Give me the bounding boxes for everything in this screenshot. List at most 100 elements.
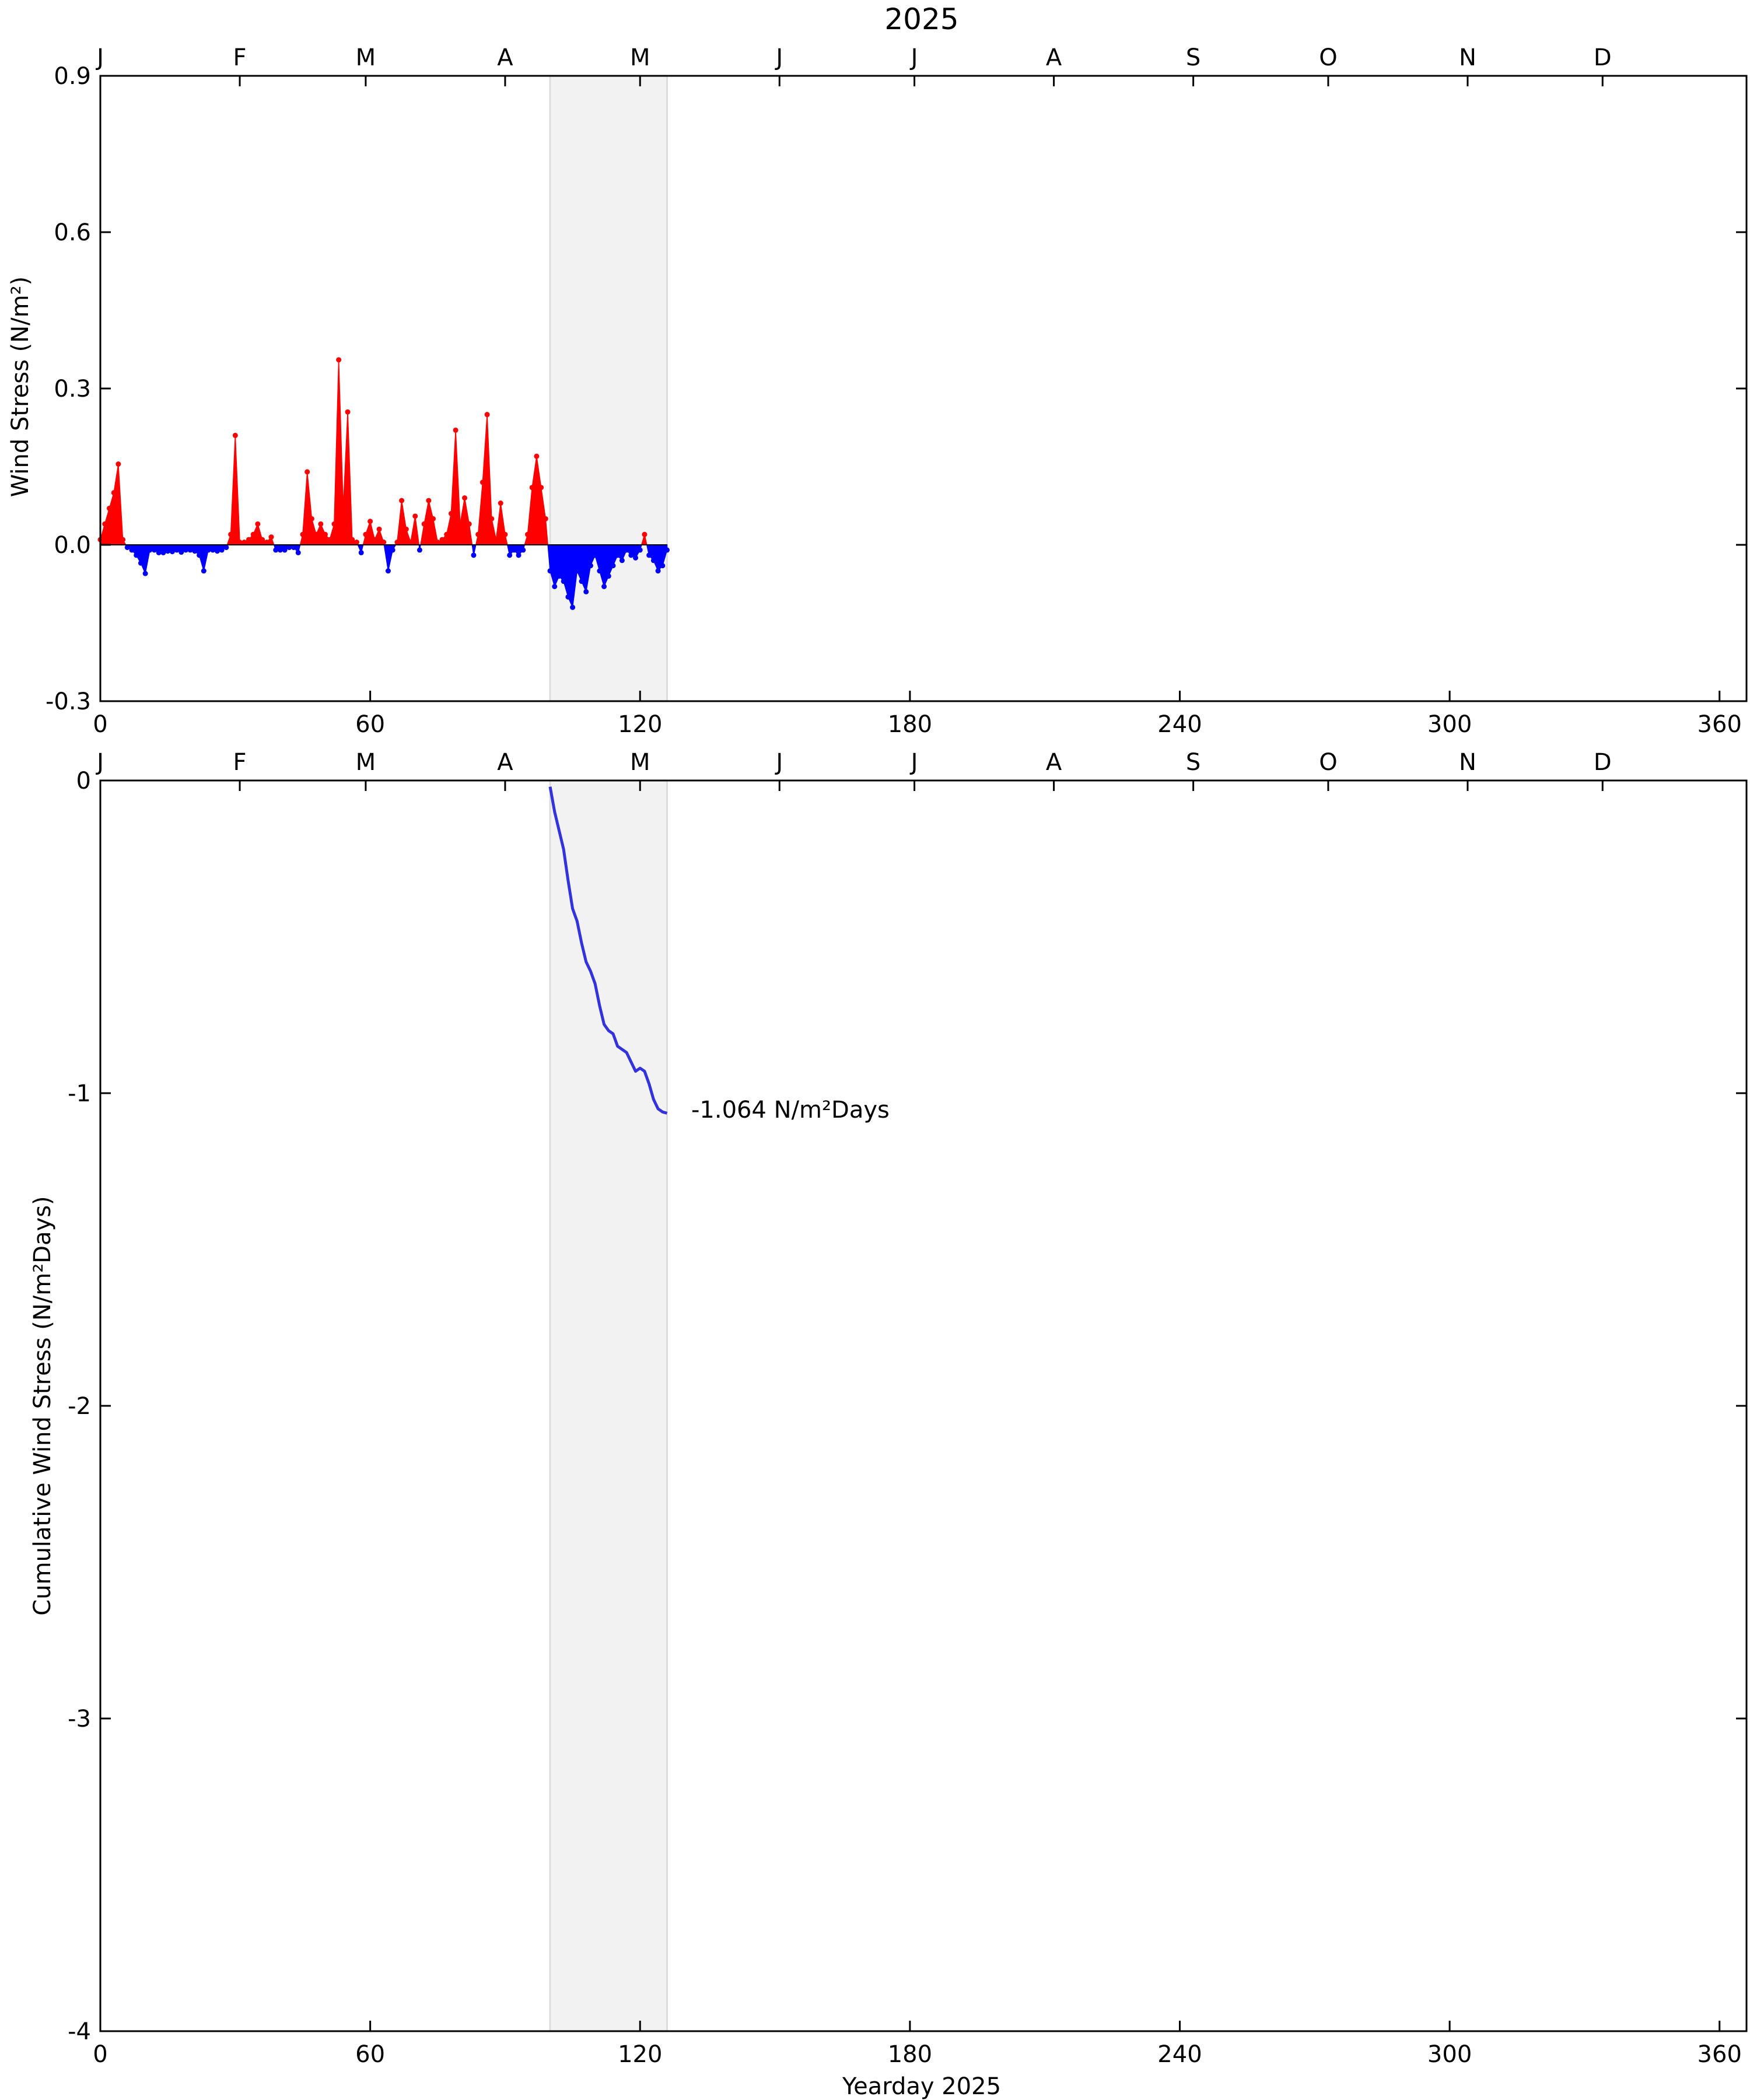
wind-stress-point: [597, 568, 603, 574]
wind-stress-point: [363, 531, 369, 537]
wind-stress-point: [368, 519, 373, 524]
wind-stress-point: [201, 568, 206, 574]
month-label: J: [95, 44, 104, 71]
wind-stress-point: [169, 549, 175, 555]
wind-stress-point: [570, 604, 576, 610]
wind-stress-point: [156, 550, 162, 555]
wind-stress-point: [309, 516, 314, 522]
wind-stress-point: [323, 531, 328, 537]
wind-stress-point: [650, 558, 656, 564]
wind-stress-point: [426, 498, 432, 503]
wind-stress-point: [394, 540, 400, 545]
x-tick-label: 240: [1157, 2041, 1202, 2068]
wind-stress-point: [520, 547, 526, 553]
month-label: F: [233, 44, 247, 71]
wind-stress-point: [349, 537, 355, 542]
highlight-band: [549, 75, 668, 702]
y-tick-label: -0.3: [46, 688, 91, 715]
x-tick-label: 360: [1698, 2041, 1742, 2068]
wind-stress-point: [106, 505, 112, 511]
wind-stress-point: [430, 516, 436, 522]
wind-stress-point: [327, 537, 332, 542]
wind-stress-point: [304, 469, 310, 475]
wind-stress-point: [242, 540, 247, 545]
wind-stress-point: [542, 516, 548, 522]
wind-stress-point: [336, 357, 342, 363]
wind-stress-point: [390, 547, 396, 553]
wind-stress-point: [205, 547, 211, 553]
wind-stress-point: [524, 531, 530, 537]
wind-stress-point: [529, 485, 535, 491]
wind-stress-point: [178, 550, 184, 555]
wind-stress-point: [399, 498, 405, 503]
wind-stress-point: [160, 550, 166, 555]
wind-stress-point: [124, 544, 130, 550]
month-label: A: [1046, 749, 1062, 776]
wind-stress-point: [403, 526, 409, 532]
wind-stress-point: [142, 570, 148, 576]
wind-stress-point: [583, 589, 589, 594]
wind-stress-point: [214, 548, 220, 554]
month-label: A: [497, 44, 513, 71]
highlight-band: [549, 779, 668, 2032]
x-axis-label: Yearday 2025: [842, 2073, 1001, 2100]
month-label: A: [497, 749, 513, 776]
wind-stress-point: [587, 563, 593, 569]
wind-stress-point: [313, 531, 319, 537]
wind-stress-point: [633, 555, 639, 561]
month-label: J: [95, 749, 104, 776]
x-tick-label: 120: [618, 2041, 662, 2068]
month-label: O: [1319, 749, 1337, 776]
y-tick-label: -3: [68, 1706, 91, 1732]
wind-stress-point: [498, 501, 503, 506]
wind-stress-point: [462, 495, 468, 501]
figure-title: 2025: [884, 2, 958, 36]
x-tick-label: 60: [355, 711, 385, 738]
wind-stress-point: [111, 490, 117, 496]
cumulative-total-annotation: -1.064 N/m²Days: [691, 1097, 890, 1124]
month-label: J: [774, 749, 783, 776]
wind-stress-point: [129, 547, 135, 553]
wind-stress-point: [466, 521, 472, 527]
x-tick-label: 0: [93, 2041, 107, 2068]
x-tick-label: 180: [888, 2041, 932, 2068]
wind-stress-bars: [97, 357, 670, 610]
x-tick-label: 60: [355, 2041, 385, 2068]
y-tick-label: 0.3: [54, 376, 91, 402]
y-tick-label: 0.0: [54, 532, 91, 559]
cumulative-wind-stress-panel: 0 60 120 180 240 300 360 J F M A M J J A S O N D -4 -3 -2 -10 …: [29, 749, 1748, 2100]
wind-stress-point: [624, 547, 629, 553]
cumulative-y-axis-label: Cumulative Wind Stress (N/m²Days): [29, 1196, 56, 1615]
wind-stress-point: [534, 453, 540, 459]
wind-stress-point: [331, 521, 337, 527]
wind-stress-point: [610, 563, 616, 569]
month-label: D: [1594, 749, 1612, 776]
wind-stress-point: [116, 461, 121, 467]
wind-stress-point: [619, 558, 625, 564]
wind-stress-point: [421, 521, 427, 527]
wind-stress-point: [286, 544, 292, 550]
wind-stress-point: [376, 526, 382, 532]
wind-stress-point: [579, 579, 584, 584]
wind-stress-point: [556, 573, 562, 579]
wind-stress-point: [484, 412, 490, 418]
month-label: M: [356, 44, 376, 71]
wind-stress-point: [494, 537, 499, 542]
wind-stress-point: [237, 540, 243, 545]
wind-stress-point: [277, 547, 283, 553]
month-label: N: [1459, 44, 1476, 71]
wind-stress-point: [416, 547, 422, 553]
wind-stress-point: [655, 568, 661, 574]
wind-stress-point: [552, 583, 558, 589]
wind-stress-point: [102, 521, 108, 527]
wind-stress-point: [187, 547, 193, 553]
month-label: J: [909, 749, 918, 776]
wind-stress-point: [628, 552, 634, 558]
wind-stress-point: [120, 537, 126, 542]
month-label: A: [1046, 44, 1062, 71]
wind-stress-point: [340, 505, 346, 511]
wind-stress-point: [439, 537, 445, 542]
wind-stress-highlight-band: [549, 75, 668, 702]
cumulative-highlight-band: [549, 779, 668, 2032]
wind-stress-point: [502, 531, 508, 537]
